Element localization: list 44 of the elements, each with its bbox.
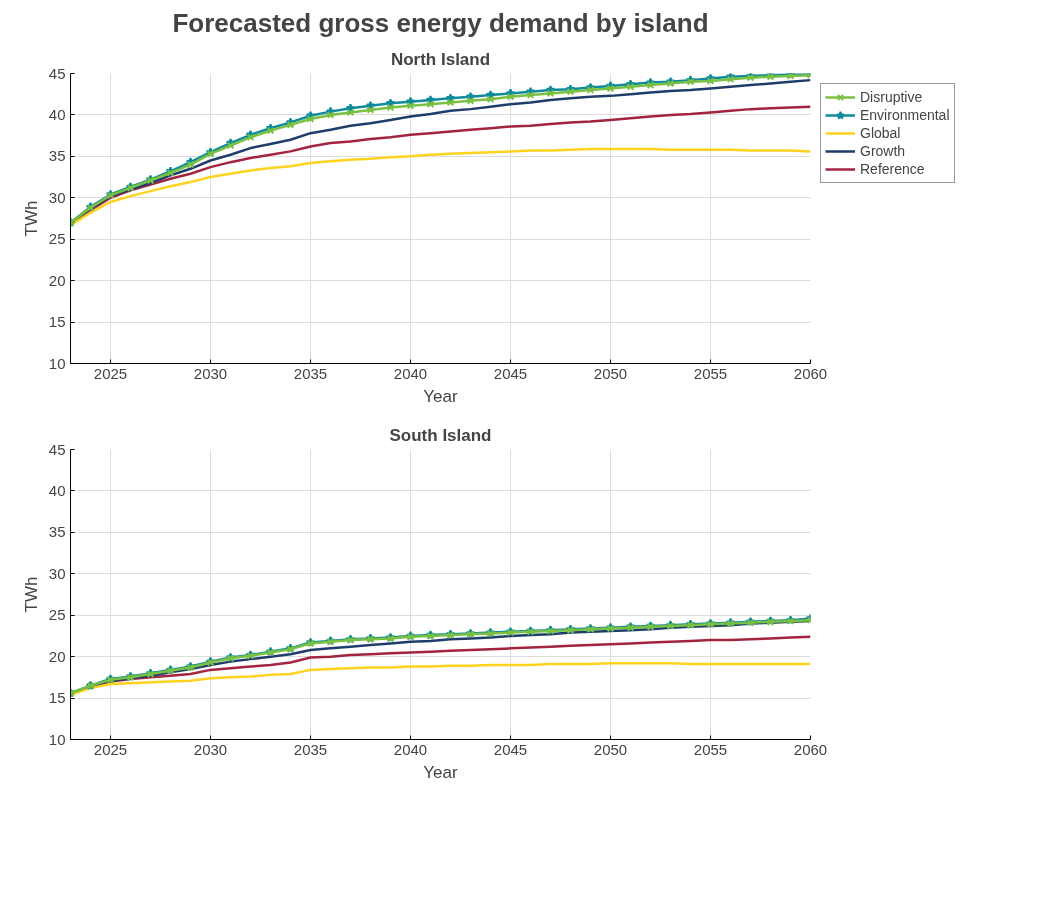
y-tick-label: 15 <box>48 689 66 707</box>
y-tick-label: 40 <box>48 481 66 499</box>
y-tick-label: 20 <box>48 647 66 665</box>
x-tick-label: 2030 <box>193 364 228 382</box>
x-tick-label: 2035 <box>293 364 328 382</box>
chart-subtitle: North Island <box>390 49 491 69</box>
x-tick-label: 2050 <box>593 740 628 758</box>
chart-title: South Island <box>389 425 492 445</box>
x-tick-label: 2050 <box>593 364 628 382</box>
y-tick-label: 35 <box>48 147 66 165</box>
x-tick-label: 2060 <box>793 740 828 758</box>
y-tick-label: 45 <box>48 440 66 458</box>
y-tick-label: 20 <box>48 271 66 289</box>
x-axis-title: Year <box>423 762 459 782</box>
legend-label: Environmental <box>860 106 950 124</box>
x-tick-label: 2040 <box>393 740 428 758</box>
chart-title: Forecasted gross energy demand by island <box>172 7 709 38</box>
x-axis-title: Year <box>423 386 459 406</box>
y-tick-label: 10 <box>48 354 66 372</box>
y-tick-label: 25 <box>48 230 66 248</box>
x-tick-label: 2025 <box>93 740 128 758</box>
x-tick-label: 2030 <box>193 740 228 758</box>
x-tick-label: 2055 <box>693 364 728 382</box>
y-axis-title: TWh <box>21 200 41 237</box>
legend-label: Disruptive <box>860 88 923 106</box>
y-tick-label: 40 <box>48 105 66 123</box>
x-tick-label: 2045 <box>493 364 528 382</box>
x-tick-label: 2035 <box>293 740 328 758</box>
y-tick-label: 25 <box>48 606 66 624</box>
x-tick-label: 2045 <box>493 740 528 758</box>
x-tick-label: 2040 <box>393 364 428 382</box>
legend-label: Reference <box>860 160 925 178</box>
x-tick-label: 2055 <box>693 740 728 758</box>
y-tick-label: 10 <box>48 730 66 748</box>
x-tick-label: 2060 <box>793 364 828 382</box>
y-tick-label: 35 <box>48 523 66 541</box>
legend-label: Global <box>860 124 901 142</box>
legend-label: Growth <box>860 142 906 160</box>
y-tick-label: 15 <box>48 313 66 331</box>
y-tick-label: 45 <box>48 64 66 82</box>
x-tick-label: 2025 <box>93 364 128 382</box>
y-tick-label: 30 <box>48 564 66 582</box>
y-tick-label: 30 <box>48 188 66 206</box>
y-axis-title: TWh <box>21 576 41 613</box>
